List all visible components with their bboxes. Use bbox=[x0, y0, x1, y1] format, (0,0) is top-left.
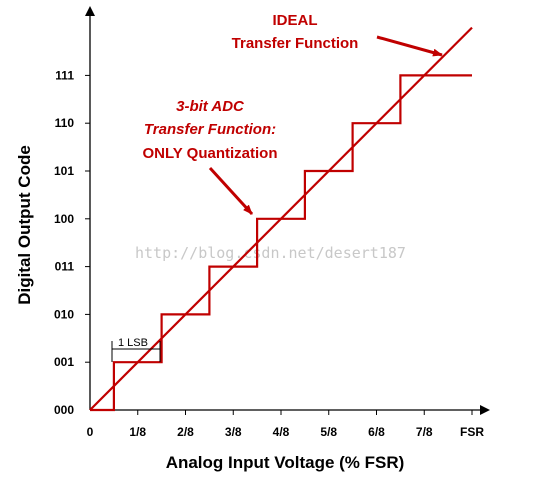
y-tick-label: 001 bbox=[54, 355, 74, 369]
x-tick-label: 0 bbox=[87, 425, 94, 439]
y-tick-label: 110 bbox=[55, 116, 75, 130]
y-tick-label: 111 bbox=[55, 68, 74, 82]
x-tick-label: 2/8 bbox=[177, 425, 194, 439]
ideal-label-line-2: Transfer Function bbox=[232, 35, 359, 52]
y-axis-arrow bbox=[85, 6, 95, 16]
staircase-line bbox=[90, 74, 472, 412]
watermark-text: http://blog.csdn.net/desert187 bbox=[135, 244, 406, 262]
series-layer bbox=[89, 26, 473, 412]
y-tick-label: 010 bbox=[54, 307, 74, 321]
x-tick-label: 4/8 bbox=[273, 425, 290, 439]
x-tick-label: 1/8 bbox=[129, 425, 146, 439]
adc-arrow bbox=[208, 166, 254, 216]
adc-label-line-3: ONLY Quantization bbox=[142, 145, 277, 162]
axes bbox=[85, 6, 490, 415]
x-tick-label: 7/8 bbox=[416, 425, 433, 439]
y-tick-label: 101 bbox=[54, 164, 74, 178]
x-ticks: 0 1/8 2/8 3/8 4/8 5/8 6/8 7/8 FSR bbox=[87, 410, 484, 439]
y-ticks: 000 001 010 011 100 101 110 111 bbox=[54, 68, 90, 417]
y-tick-label: 000 bbox=[54, 403, 74, 417]
ideal-annotation: IDEAL Transfer Function bbox=[232, 12, 443, 57]
x-tick-label: 6/8 bbox=[368, 425, 385, 439]
y-axis-title: Digital Output Code bbox=[15, 145, 34, 305]
adc-label-line-1: 3-bit ADC bbox=[176, 98, 245, 115]
x-tick-label: 5/8 bbox=[320, 425, 337, 439]
x-tick-label: FSR bbox=[460, 425, 484, 439]
ideal-label-line-1: IDEAL bbox=[273, 12, 318, 29]
lsb-label: 1 LSB bbox=[118, 337, 148, 349]
x-tick-label: 3/8 bbox=[225, 425, 242, 439]
adc-label-line-2: Transfer Function: bbox=[144, 121, 276, 138]
y-tick-label: 100 bbox=[54, 212, 74, 226]
adc-annotation: 3-bit ADC Transfer Function: ONLY Quanti… bbox=[142, 98, 278, 216]
x-axis-arrow bbox=[480, 405, 490, 415]
ideal-arrow bbox=[376, 35, 443, 57]
x-axis-title: Analog Input Voltage (% FSR) bbox=[166, 453, 405, 472]
lsb-bracket: 1 LSB bbox=[111, 337, 161, 362]
y-tick-label: 011 bbox=[55, 260, 75, 274]
